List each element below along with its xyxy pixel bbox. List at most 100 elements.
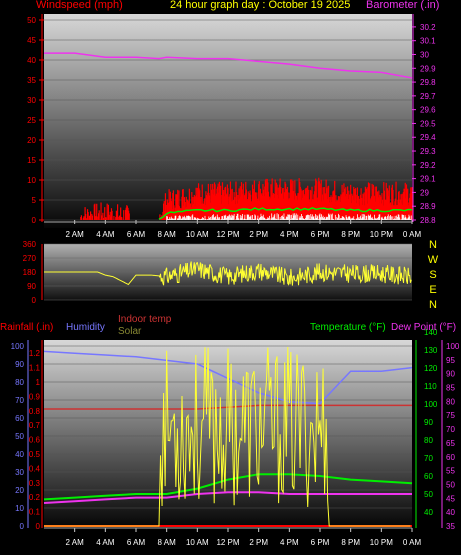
x-tick-label: 8 AM	[158, 230, 177, 239]
tick-label-barometer: 29.1	[420, 175, 436, 184]
tick-label-windspeed: 30	[27, 96, 36, 105]
tick-label-temperature: 70	[424, 454, 433, 463]
x-tick-label: 4 AM	[96, 230, 115, 239]
tick-label-windspeed: 10	[27, 176, 36, 185]
tick-label-dew-point: 70	[446, 425, 455, 434]
tick-label-dew-point: 65	[446, 439, 455, 448]
temperature-line	[43, 473, 413, 501]
tick-label-windspeed: 20	[27, 136, 36, 145]
solar-legend-label: Solar	[118, 326, 142, 337]
tick-label-direction: 90	[27, 282, 36, 291]
tick-label-temperature: 130	[424, 346, 438, 355]
x-tick-label: 10 PM	[370, 230, 393, 239]
tick-label-humidity: 90	[15, 360, 24, 369]
tick-label-rainfall: 0.7	[29, 421, 41, 430]
compass-label: N	[429, 299, 437, 311]
tick-label-humidity: 100	[11, 342, 25, 351]
barometer-axis-label: Barometer (.in)	[366, 0, 440, 11]
tick-label-humidity: 10	[15, 504, 24, 513]
tick-label-dew-point: 75	[446, 411, 455, 420]
tick-label-barometer: 29.3	[420, 147, 436, 156]
tick-label-direction: 0	[32, 296, 37, 305]
rainfall-axis-label: Rainfall (.in)	[0, 322, 54, 333]
x-tick-label: 2 AM	[66, 538, 85, 547]
tick-label-rainfall: 1	[36, 378, 41, 387]
tick-label-barometer: 29.8	[420, 78, 436, 87]
dew-point-line	[43, 491, 412, 504]
temperature-axis-label: Temperature (°F)	[310, 322, 386, 333]
x-tick-label: 2 PM	[249, 230, 268, 239]
tick-label-direction: 360	[23, 240, 37, 249]
tick-label-dew-point: 55	[446, 467, 455, 476]
tick-label-dew-point: 40	[446, 508, 455, 517]
x-tick-label: 0 AM	[403, 538, 422, 547]
x-tick-label: 2 PM	[249, 538, 268, 547]
tick-label-dew-point: 60	[446, 453, 455, 462]
x-tick-label: 4 AM	[96, 538, 115, 547]
tick-label-humidity: 80	[15, 378, 24, 387]
tick-label-temperature: 80	[424, 436, 433, 445]
compass-label: S	[429, 269, 436, 281]
tick-label-dew-point: 50	[446, 480, 455, 489]
tick-label-barometer: 29.2	[420, 161, 436, 170]
tick-label-barometer: 30.1	[420, 37, 436, 46]
tick-label-rainfall: 0.8	[29, 407, 41, 416]
tick-label-temperature: 100	[424, 400, 438, 409]
x-tick-label: 6 PM	[311, 230, 330, 239]
tick-label-humidity: 70	[15, 396, 24, 405]
tick-label-barometer: 28.9	[420, 202, 436, 211]
tick-label-windspeed: 0	[32, 216, 37, 225]
tick-label-rainfall: 0.2	[29, 493, 41, 502]
x-tick-label: 4 PM	[280, 538, 299, 547]
tick-label-humidity: 60	[15, 414, 24, 423]
tick-label-temperature: 120	[424, 364, 438, 373]
wind-direction-line	[44, 261, 412, 286]
humidity-legend-label: Humidity	[66, 322, 105, 333]
tick-label-temperature: 110	[424, 382, 437, 391]
x-tick-label: 8 PM	[341, 230, 360, 239]
tick-label-humidity: 0	[20, 522, 25, 531]
tick-label-barometer: 29.7	[420, 92, 436, 101]
tick-label-rainfall: 0.4	[29, 464, 41, 473]
x-tick-label: 8 AM	[158, 538, 177, 547]
tick-label-temperature: 40	[424, 508, 433, 517]
windspeed-axis-label: Windspeed (mph)	[36, 0, 123, 11]
tick-label-dew-point: 100	[446, 342, 460, 351]
tick-label-dew-point: 45	[446, 494, 455, 503]
compass-label: W	[428, 254, 439, 266]
tick-label-dew-point: 35	[446, 522, 455, 531]
tick-label-barometer: 30.2	[420, 23, 436, 32]
tick-label-barometer: 29.4	[420, 133, 436, 142]
solar-line	[44, 347, 411, 527]
tick-label-humidity: 50	[15, 432, 24, 441]
tick-label-temperature: 50	[424, 490, 433, 499]
tick-label-rainfall: 0.3	[29, 479, 41, 488]
tick-label-windspeed: 15	[27, 156, 36, 165]
tick-label-humidity: 30	[15, 468, 24, 477]
tick-label-rainfall: 1.1	[29, 364, 41, 373]
tick-label-rainfall: 0.6	[29, 436, 41, 445]
tick-label-temperature: 90	[424, 418, 433, 427]
tick-label-humidity: 20	[15, 486, 24, 495]
tick-label-windspeed: 50	[27, 16, 36, 25]
x-tick-label: 6 AM	[127, 538, 146, 547]
barometer-line	[44, 52, 413, 79]
tick-label-windspeed: 40	[27, 56, 36, 65]
x-tick-label: 10 AM	[186, 230, 209, 239]
compass-label: E	[429, 284, 436, 296]
tick-label-dew-point: 85	[446, 384, 455, 393]
indoor-temp-legend-label: Indoor temp	[118, 314, 172, 325]
x-tick-label: 10 AM	[186, 538, 209, 547]
x-tick-label: 4 PM	[280, 230, 299, 239]
tick-label-windspeed: 5	[32, 196, 37, 205]
tick-label-rainfall: 0.9	[29, 392, 41, 401]
indoor-temp-line	[44, 404, 412, 410]
tick-label-dew-point: 95	[446, 356, 455, 365]
dew-point-axis-label: Dew Point (°F)	[391, 322, 457, 333]
tick-label-barometer: 29.5	[420, 119, 436, 128]
x-tick-label: 6 PM	[311, 538, 330, 547]
tick-label-direction: 270	[23, 254, 37, 263]
x-tick-label: 12 PM	[216, 538, 239, 547]
tick-label-rainfall: 0.1	[29, 508, 41, 517]
